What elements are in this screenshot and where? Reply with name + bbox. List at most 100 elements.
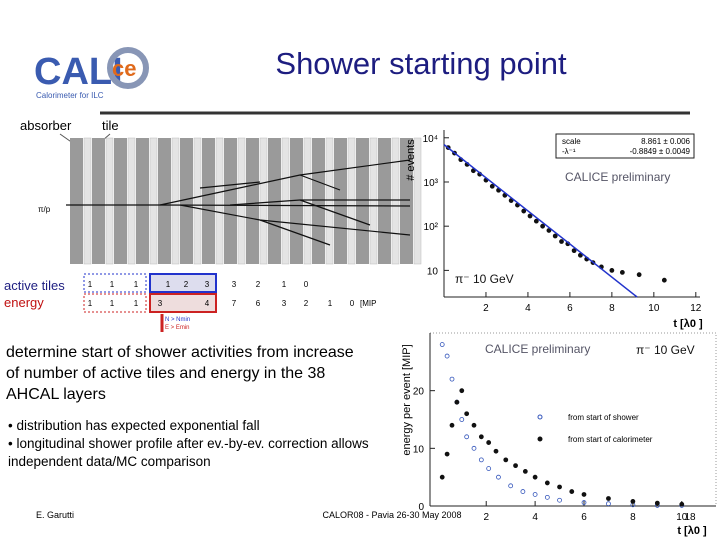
data-point [654,500,660,506]
fit-box [555,133,695,159]
data-point [439,342,445,347]
data-point [478,457,484,463]
x-tick-label: 6 [581,512,587,523]
data-point [581,492,587,497]
shower-track [259,219,331,246]
absorber-strip [378,138,391,264]
y-tick-label: 10⁴ [423,134,438,145]
y-tick-label: 0 [418,502,424,513]
y-tick-label: 10 [427,266,439,277]
text-line: AHCAL layers [6,386,106,403]
footer-conference: CALOR08 - Pavia 26-30 May 2008 [322,510,461,520]
shower-track [299,199,371,226]
energy-value: 3 [158,299,163,308]
absorber-strip [202,138,215,264]
shower-track [299,174,341,191]
shower-diagram: absorber tile π/p active tiles energy N … [4,118,422,332]
text-line: determine start of shower activities fro… [6,344,354,361]
body-text: determine start of shower activities fro… [6,344,354,403]
legend-label: from start of calorimeter [568,435,653,444]
data-point [508,483,514,489]
data-point [557,484,562,490]
text-line: • longitudinal shower profile after ev.-… [8,436,369,451]
tile-strip [347,137,356,265]
data-point [522,468,528,474]
x-axis-label: t [λ0 ] [677,525,707,537]
x-axis-label: t [λ0 ] [673,318,703,330]
data-point [464,434,470,440]
tile-strip [215,137,224,265]
absorber-strip [224,138,237,264]
logo-tagline: Calorimeter for ILC [36,91,104,100]
x-tick-label: 2 [483,303,489,314]
annotation: π⁻ 10 GeV [636,343,695,357]
active-count: 1 [88,280,93,289]
data-point [679,501,685,507]
data-point [486,440,492,445]
absorber-strip [70,138,83,264]
condition: N > Nmin [165,317,190,323]
tile-strip [391,137,400,265]
absorber-strip [334,138,347,264]
data-point [521,208,527,214]
logo-accent: ce [112,56,136,81]
x-tick-label: 8 [609,303,615,314]
footer-author: E. Garutti [36,510,74,520]
unit: [MIP [360,299,376,308]
logo: CALI ce Calorimeter for ILC [34,47,149,100]
data-point [544,480,550,486]
data-point [546,228,552,233]
tile-strip [149,137,158,265]
data-point [454,399,460,405]
data-point [532,474,538,480]
absorber-strip [400,138,413,264]
tile-strip [83,137,92,265]
row-label: energy [4,295,44,310]
absorber-label: absorber [20,118,72,133]
active-count: 2 [256,280,261,289]
y-tick-label: 10³ [424,178,439,189]
absorber-strip [158,138,171,264]
absorber-strip [246,138,259,264]
energy-value: 6 [256,299,261,308]
active-count: 2 [184,280,189,289]
box [149,273,217,293]
energy-value: 0 [350,299,355,308]
y-axis-label: energy per event [MIP] [401,344,413,455]
data-point [581,500,587,505]
data-point [619,270,625,275]
data-point [464,411,470,417]
text-line: independent data/MC comparison [8,454,211,469]
data-point [540,223,546,229]
data-point [532,492,538,497]
energy-value: 2 [304,299,309,308]
x-tick-label: 6 [567,303,573,314]
absorber-strip [136,138,149,264]
y-tick-label: 10 [413,444,425,455]
tile-strip [369,137,378,265]
data-point [493,448,499,454]
legend-marker [537,414,543,420]
shower-track [159,159,411,206]
data-point [444,451,450,457]
tile-strip [237,137,246,265]
x-tick-label: 4 [532,512,538,523]
logo-ring [107,47,149,89]
energy-value: 1 [110,299,115,308]
data-point [577,252,583,258]
tile-strip [303,137,312,265]
absorber-strip [268,138,281,264]
y-axis-label: # events [405,139,417,181]
active-count: 3 [232,280,237,289]
active-count: 1 [110,280,115,289]
x-tick-label: 4 [525,303,531,314]
legend-marker [537,436,543,442]
data-point [661,277,667,283]
data-point [527,213,533,219]
annotation: CALICE preliminary [485,342,590,356]
data-point [449,376,455,382]
energy-value: 1 [88,299,93,308]
bullet: • distribution has expected exponential … [8,418,260,433]
text-line: of number of active tiles and energy in … [6,365,325,382]
data-point [520,489,526,494]
